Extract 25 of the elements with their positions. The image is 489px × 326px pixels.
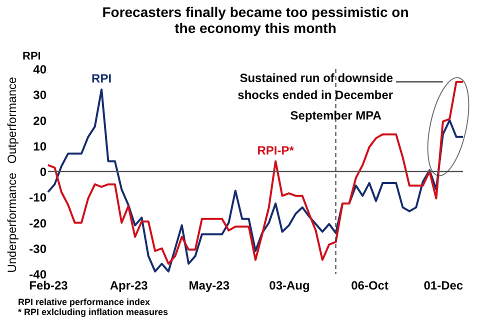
series-label: RPI-P* [257,143,294,158]
y-tick-label: -20 [29,216,47,230]
text: Outperformance [5,76,19,164]
y-tick-label: 20 [33,114,47,128]
y-tick-label: -40 [29,268,47,282]
annotation: Sustained run of downside shocks ended in December [238,70,394,102]
x-tick-label: 01-Dec [424,278,464,292]
x-tick-label: 03-Aug [269,278,310,292]
y-tick-label: 40 [33,62,47,76]
chart-title: Forecasters finally became too pessimistic on the economy this month [102,4,409,36]
y-tick-label: 0 [40,165,47,179]
series-label: RPI [92,72,112,86]
text: Underperformance [5,172,19,273]
text: RPI relative performance index [18,297,150,307]
y-tick-label: -30 [29,242,47,256]
x-tick-label: 06-Oct [351,278,388,292]
x-tick-label: Feb-23 [29,278,68,292]
annotation: September MPA [290,108,382,122]
y-tick-label: -10 [29,190,47,205]
y-tick-label: 30 [33,88,47,102]
y-axis-title: RPI [22,50,41,62]
x-tick-label: Apr-23 [110,278,148,292]
y-tick-label: 10 [33,139,47,154]
text: * RPI exlcluding inflation measures [18,307,168,317]
x-tick-label: May-23 [188,278,230,292]
